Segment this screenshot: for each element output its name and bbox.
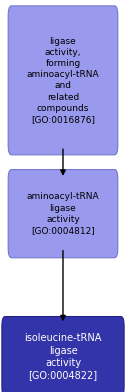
Text: ligase
activity,
forming
aminoacyl-tRNA
and
related
compounds
[GO:0016876]: ligase activity, forming aminoacyl-tRNA …	[27, 37, 99, 124]
FancyBboxPatch shape	[8, 169, 118, 258]
FancyBboxPatch shape	[8, 6, 118, 155]
Text: isoleucine-tRNA
ligase
activity
[GO:0004822]: isoleucine-tRNA ligase activity [GO:0004…	[24, 333, 102, 380]
FancyBboxPatch shape	[2, 317, 124, 392]
Text: aminoacyl-tRNA
ligase
activity
[GO:0004812]: aminoacyl-tRNA ligase activity [GO:00048…	[27, 192, 99, 235]
